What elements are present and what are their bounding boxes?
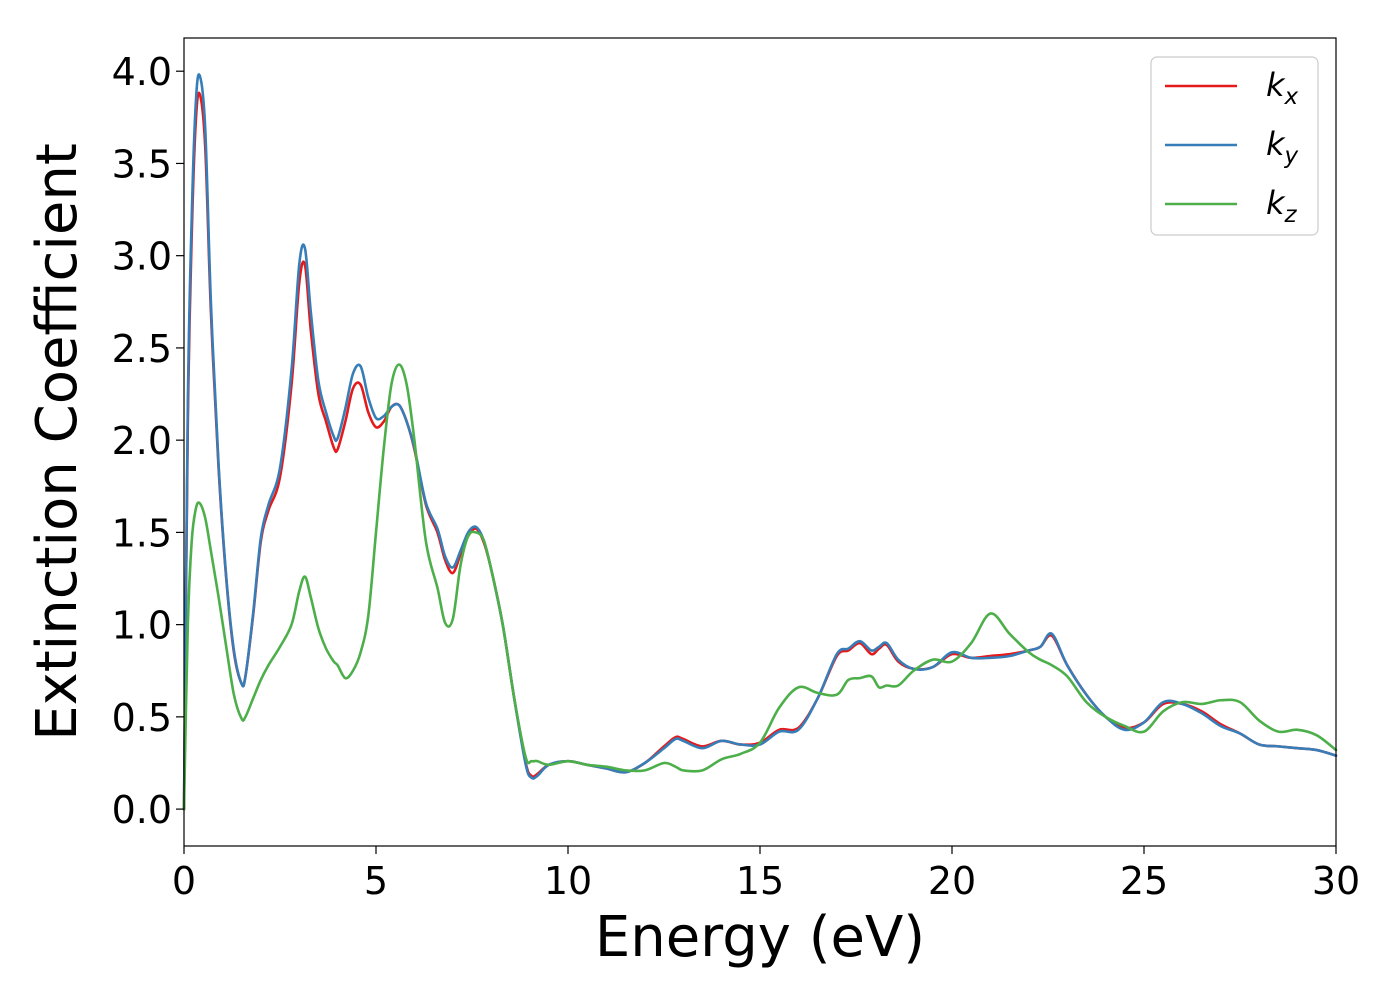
legend-label-subscript: x <box>1284 84 1299 110</box>
y-tick-label: 2.0 <box>112 419 172 463</box>
y-tick-label: 0.5 <box>112 696 172 740</box>
x-tick-label: 5 <box>364 859 388 903</box>
y-tick-label: 2.5 <box>112 327 172 371</box>
x-axis-ticks: 0 5 10 15 20 25 30 <box>172 846 1360 903</box>
y-axis-ticks: 0.0 0.5 1.0 1.5 2.0 2.5 3.0 3.5 4.0 <box>112 50 184 832</box>
x-tick-label: 25 <box>1120 859 1168 903</box>
y-tick-label: 4.0 <box>112 50 172 94</box>
legend-label-subscript: z <box>1284 202 1298 228</box>
plot-series-group <box>182 73 1338 811</box>
x-tick-label: 0 <box>172 859 196 903</box>
y-axis-title: Extinction Coefficient <box>25 143 90 741</box>
y-tick-label: 1.0 <box>112 604 172 648</box>
x-tick-label: 30 <box>1312 859 1360 903</box>
y-tick-label: 3.0 <box>112 235 172 279</box>
y-tick-label: 1.5 <box>112 511 172 555</box>
y-tick-label: 3.5 <box>112 142 172 186</box>
legend-label-kx: kx <box>1266 66 1299 110</box>
x-tick-label: 20 <box>928 859 976 903</box>
x-tick-label: 15 <box>736 859 784 903</box>
legend-label-subscript: y <box>1284 143 1299 169</box>
y-tick-label: 0.0 <box>112 788 172 832</box>
x-axis-title: Energy (eV) <box>595 905 925 970</box>
x-tick-label: 10 <box>544 859 592 903</box>
series-line-kz <box>182 363 1338 811</box>
